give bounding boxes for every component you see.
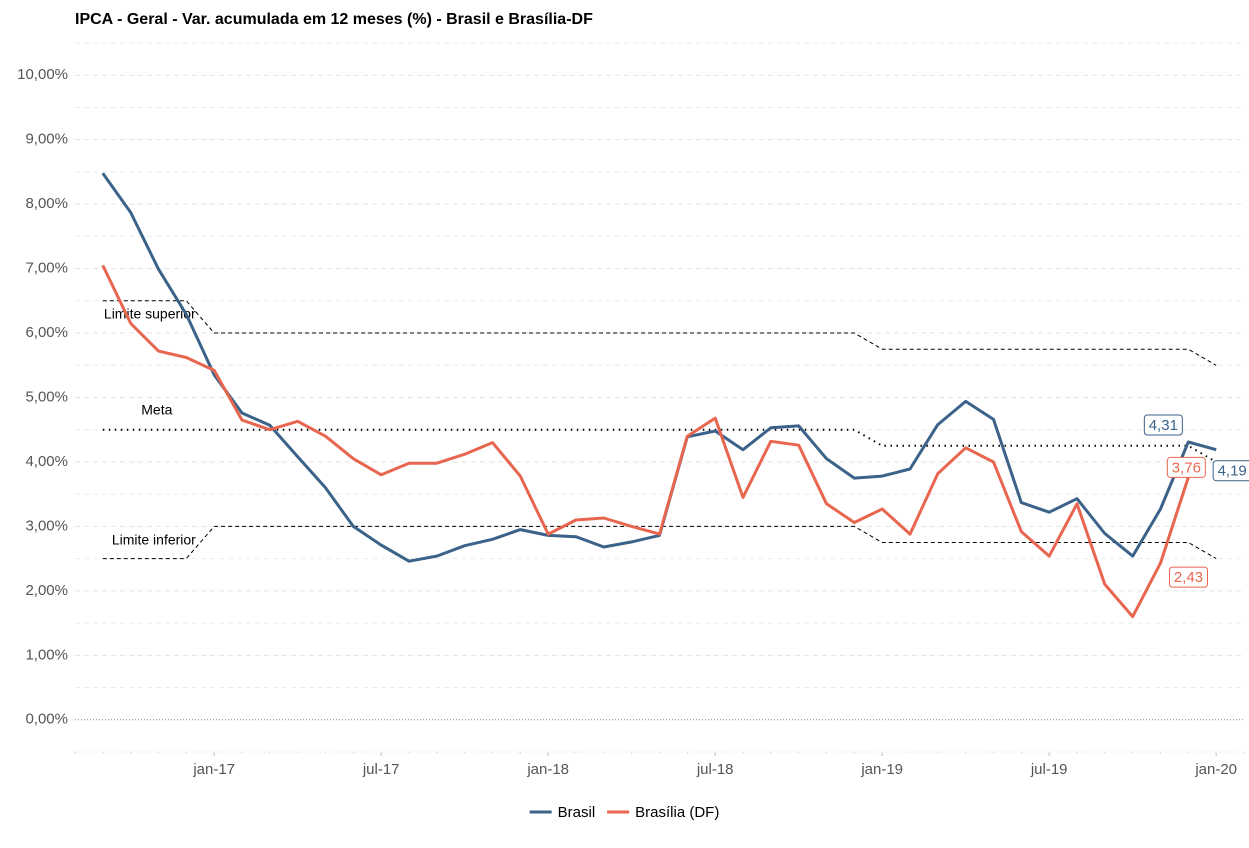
- y-tick-label: 2,00%: [25, 582, 68, 599]
- reference-label: Limite inferior: [112, 531, 196, 547]
- y-tick-label: 4,00%: [25, 453, 68, 470]
- y-tick-label: 10,00%: [17, 66, 68, 83]
- value-label-box: [1143, 414, 1183, 436]
- reference-label: Meta: [141, 401, 172, 417]
- reference-line: [102, 428, 1217, 463]
- reference-line: [102, 300, 1217, 366]
- legend: Brasil Brasília (DF): [529, 804, 719, 821]
- y-tick-label: 7,00%: [25, 260, 68, 277]
- y-tick-label: 8,00%: [25, 195, 68, 212]
- x-tick-label: jul-18: [696, 761, 734, 778]
- value-label: 3,76: [1172, 459, 1201, 476]
- y-tick-label: 9,00%: [25, 131, 68, 148]
- value-label-box: [1166, 456, 1206, 478]
- x-tick-label: jul-17: [362, 761, 400, 778]
- y-tick-label: 3,00%: [25, 517, 68, 534]
- series-line: [101, 264, 1190, 619]
- x-tick-label: jan-17: [192, 761, 235, 778]
- x-tick-label: jul-19: [1030, 761, 1068, 778]
- value-label-box: [1169, 566, 1208, 588]
- legend-label: Brasília (DF): [635, 804, 719, 821]
- x-tick-label: jan-20: [1194, 761, 1237, 778]
- y-tick-label: 1,00%: [25, 646, 68, 663]
- series-line: [101, 172, 1217, 563]
- value-label-box: [1212, 460, 1249, 482]
- value-label: 4,19: [1218, 463, 1247, 480]
- x-tick-label: jan-19: [860, 761, 903, 778]
- x-tick-label: jan-18: [526, 761, 569, 778]
- chart-title: IPCA - Geral - Var. acumulada em 12 mese…: [75, 11, 593, 28]
- y-tick-label: 0,00%: [25, 711, 68, 728]
- value-label: 2,43: [1174, 569, 1203, 586]
- value-label: 4,31: [1149, 417, 1178, 434]
- reference-line: [102, 525, 1217, 560]
- y-tick-label: 5,00%: [25, 388, 68, 405]
- y-tick-label: 6,00%: [25, 324, 68, 341]
- legend-label: Brasil: [558, 804, 596, 821]
